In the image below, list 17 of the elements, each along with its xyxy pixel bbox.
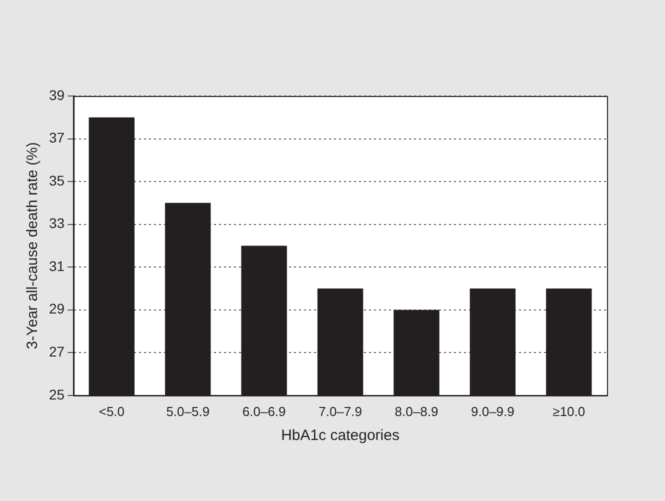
- y-tick-label: 31: [48, 258, 65, 274]
- y-tick-label: 35: [48, 172, 65, 188]
- x-tick-label: 9.0–9.9: [471, 404, 514, 419]
- x-tick-label: 6.0–6.9: [242, 404, 286, 419]
- y-tick-label: 29: [48, 300, 65, 317]
- y-tick-label: 25: [48, 386, 65, 402]
- x-tick-label: <5.0: [98, 404, 125, 419]
- y-tick-label: 27: [48, 343, 65, 360]
- x-tick-label: ≥10.0: [552, 404, 586, 419]
- y-tick-label: 39: [48, 86, 65, 103]
- x-axis-title: HbA1c categories: [281, 427, 400, 444]
- y-tick-label: 33: [48, 215, 65, 232]
- x-tick-label: 7.0–7.9: [318, 404, 362, 419]
- y-tick-label: 37: [48, 130, 65, 146]
- y-axis-title: 3-Year all-cause death rate (%): [24, 142, 42, 350]
- x-tick-label: 5.0–5.9: [166, 404, 210, 419]
- x-tick-label: 8.0–8.9: [394, 404, 438, 419]
